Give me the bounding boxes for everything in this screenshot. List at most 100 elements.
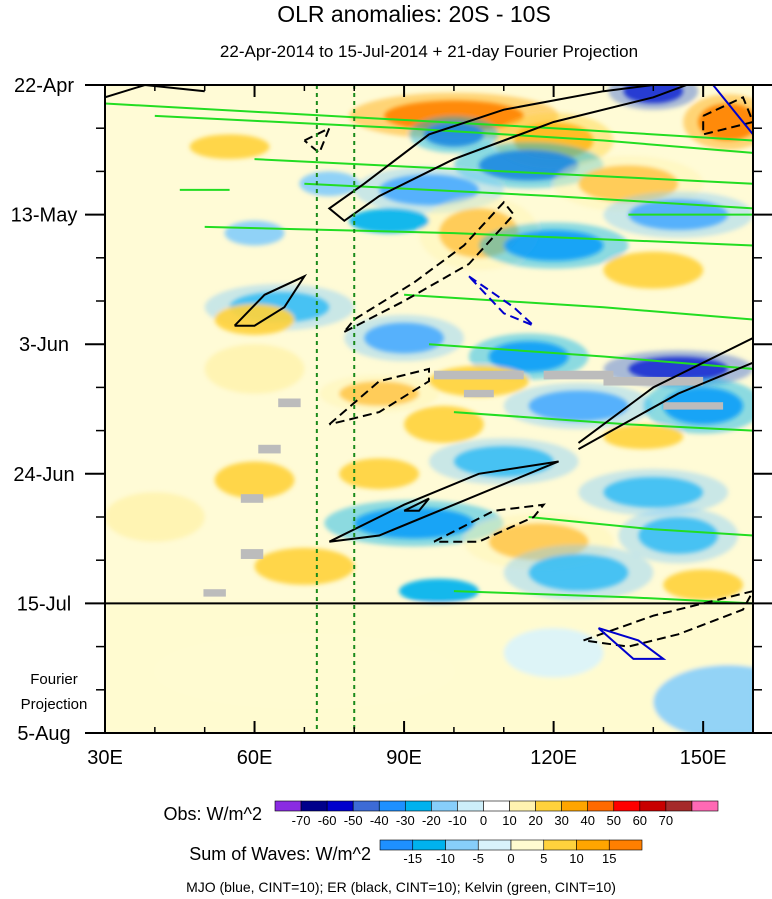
anomaly-blob — [603, 424, 684, 450]
er-contour-positive — [578, 361, 753, 450]
waves-colorbar-tick-label: -5 — [472, 851, 484, 866]
missing-data-patch — [603, 376, 704, 386]
obs-colorbar-tick-label: 70 — [659, 813, 673, 828]
x-axis: 30E 60E 90E 120E 150E — [87, 85, 754, 769]
x-tick-label: 90E — [386, 747, 422, 769]
mjo-contour-negative — [468, 275, 535, 327]
obs-colorbar: -70 -60 -50 -40 -30 -20 -10 0 10 20 30 40 50 60 70 — [274, 800, 719, 828]
y-tick-label: 22-Apr — [14, 75, 74, 97]
er-contour-positive — [577, 337, 753, 444]
er-contours — [105, 85, 753, 648]
mjo-contour-positive — [712, 85, 753, 136]
waves-colorbar-swatch — [379, 839, 414, 851]
obs-colorbar-tick-label: 40 — [580, 813, 594, 828]
anomaly-blob — [404, 405, 484, 443]
kelvin-contour — [204, 225, 753, 247]
obs-colorbar-swatch — [613, 800, 641, 812]
anomaly-blob — [254, 547, 355, 585]
obs-colorbar-swatch — [352, 800, 380, 812]
er-contour-negative — [328, 367, 430, 426]
waves-colorbar-tick-label: 5 — [540, 851, 547, 866]
kelvin-contour — [428, 343, 753, 370]
missing-data-patch — [240, 494, 264, 503]
er-contour-negative — [303, 126, 332, 155]
projection-anomaly — [653, 665, 753, 733]
mjo-contours — [468, 85, 753, 660]
er-contour-positive — [403, 497, 430, 512]
missing-data-patch — [203, 589, 226, 597]
anomaly-blob — [189, 134, 270, 160]
y-tick-label: 13-May — [11, 205, 78, 227]
projection-label-line2: Projection — [21, 696, 88, 713]
chart-subtitle: 22-Apr-2014 to 15-Jul-2014 + 21-day Four… — [220, 42, 638, 61]
x-tick-label: 150E — [680, 747, 727, 769]
missing-data-patch — [433, 370, 524, 380]
missing-data-patch — [240, 549, 264, 559]
waves-colorbar: -15 -10 -5 0 5 10 15 — [379, 839, 643, 866]
waves-colorbar-swatch — [543, 839, 577, 851]
chart-title: OLR anomalies: 20S - 10S — [277, 1, 551, 27]
obs-colorbar-tick-label: -30 — [396, 813, 415, 828]
kelvin-contours — [105, 102, 753, 605]
kelvin-contour — [254, 158, 753, 185]
obs-colorbar-label: Obs: W/m^2 — [164, 804, 262, 824]
missing-data-patch — [663, 402, 724, 410]
obs-colorbar-tick-label: -50 — [344, 813, 363, 828]
missing-data-patch — [463, 389, 494, 398]
obs-colorbar-swatch — [378, 800, 406, 812]
er-contour-positive — [233, 273, 308, 327]
obs-colorbar-swatch — [457, 800, 484, 812]
kelvin-contour — [154, 114, 753, 154]
projection-label-line1: Fourier — [30, 671, 78, 688]
waves-colorbar-tick-label: 10 — [569, 851, 583, 866]
anomaly-blob — [299, 171, 360, 197]
anomaly-blob — [339, 458, 420, 490]
anomaly-halo — [324, 500, 504, 547]
anomaly-halo — [344, 314, 464, 362]
obs-colorbar-tick-label: 0 — [480, 813, 487, 828]
y-axis: 22-Apr 13-May 3-Jun 24-Jun 15-Jul 5-Aug — [11, 75, 772, 745]
anomaly-halo — [429, 438, 579, 485]
anomaly-blob — [105, 492, 205, 542]
obs-colorbar-tick-label: -60 — [318, 813, 337, 828]
x-tick-label: 30E — [87, 747, 123, 769]
kelvin-contour — [304, 182, 753, 210]
er-contour-negative — [702, 95, 753, 136]
waves-colorbar-tick-label: -15 — [403, 851, 422, 866]
waves-colorbar-tick-label: 15 — [602, 851, 616, 866]
kelvin-contour — [404, 293, 753, 321]
anomaly-blob — [224, 220, 285, 246]
anomaly-blob — [214, 304, 295, 335]
waves-colorbar-swatch — [608, 839, 643, 851]
waves-colorbar-swatch — [510, 839, 545, 851]
plot-border — [104, 84, 754, 734]
obs-colorbar-tick-label: -40 — [370, 813, 389, 828]
y-tick-label: 5-Aug — [17, 723, 70, 745]
obs-colorbar-tick-label: 20 — [528, 813, 542, 828]
missing-data-patches — [203, 370, 724, 597]
anomaly-halo — [409, 115, 499, 153]
er-contour-negative — [583, 590, 753, 648]
er-contour-positive — [328, 460, 559, 543]
kelvin-contour — [105, 102, 753, 142]
obs-colorbar-swatch — [431, 800, 458, 812]
obs-colorbar-tick-label: 60 — [633, 813, 647, 828]
obs-colorbar-tick-label: -10 — [448, 813, 467, 828]
anomaly-blob — [204, 344, 305, 394]
missing-data-patch — [543, 370, 614, 380]
anomaly-halo — [503, 382, 654, 430]
obs-colorbar-swatch — [665, 800, 693, 812]
anomaly-halo — [503, 544, 654, 601]
anomaly-blob — [349, 208, 429, 234]
obs-colorbar-tick-label: 10 — [502, 813, 516, 828]
anomaly-halo — [618, 507, 739, 564]
obs-colorbar-swatch — [535, 800, 562, 812]
obs-colorbar-tick-label: -70 — [292, 813, 311, 828]
obs-colorbar-swatch — [483, 800, 510, 812]
obs-colorbar-swatch — [300, 800, 328, 812]
er-contour-positive — [105, 85, 205, 99]
mjo-contour-positive — [597, 627, 667, 660]
y-tick-label: 24-Jun — [13, 464, 74, 486]
obs-colorbar-swatch — [509, 800, 536, 812]
